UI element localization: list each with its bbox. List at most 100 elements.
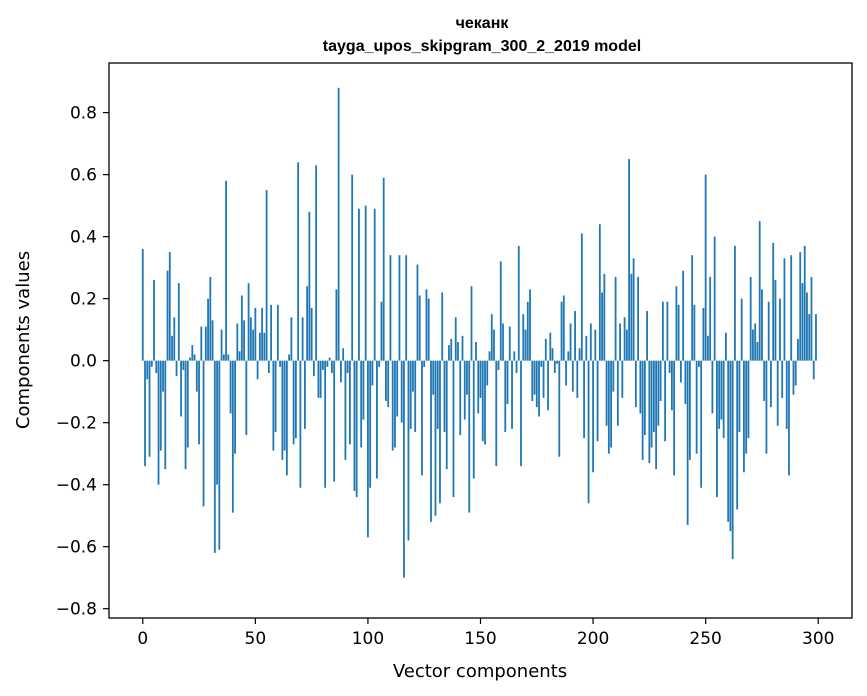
bar [184,360,187,470]
bar [256,360,259,380]
x-tick-label: 50 [245,629,267,649]
x-tick-label: 250 [689,629,721,649]
bar [333,360,336,482]
bar [173,317,176,361]
bar [263,332,266,361]
y-tick-label: 0.2 [70,290,97,310]
bar [576,360,579,398]
bar [227,354,230,361]
bar [515,360,518,374]
bar [646,311,649,361]
bar [810,276,813,361]
bar [749,276,752,361]
bar [168,252,171,361]
bar [623,317,626,361]
bar [720,360,723,420]
bar [490,314,493,361]
bar [153,280,155,361]
bar [207,298,209,361]
bar [157,360,160,485]
x-axis: 0 50 100 150 200 250 300 [137,618,834,649]
bar [504,360,507,432]
bars-group [141,87,817,578]
bar [693,304,696,361]
bar [328,357,331,361]
bar [405,255,408,361]
bar [299,360,302,488]
chart-title: чеканк [456,15,510,32]
bar [601,292,603,361]
bar [432,360,435,395]
bar [722,360,725,439]
bar [547,360,549,411]
bar [652,360,655,432]
x-tick-label: 200 [577,629,609,649]
bar [274,360,277,432]
bar [189,357,191,361]
bar [686,360,689,525]
bar [466,360,468,395]
bar [376,360,378,479]
bar [679,360,682,383]
bar [632,258,635,361]
bar [513,351,516,361]
x-tick-label: 300 [802,629,834,649]
bar [423,360,426,367]
bar [182,360,185,370]
bar [520,360,522,467]
bar [621,360,624,398]
bar [315,165,318,361]
bar [391,360,394,451]
y-tick-label: −0.2 [56,414,97,434]
bar [261,307,263,361]
bar [754,323,757,361]
bar [258,332,261,361]
y-tick-label: −0.4 [56,476,97,496]
bar [765,360,768,454]
bar [355,360,358,498]
bar [452,360,455,498]
y-tick-label: 0.6 [70,166,97,186]
bar [580,233,583,361]
bar [141,249,144,361]
bar [779,298,781,361]
bar [529,289,531,361]
bar [612,360,615,392]
bar [641,360,644,460]
bar [319,360,322,398]
bar [596,360,599,442]
bar [628,159,630,361]
bar [454,317,457,361]
bar [734,245,736,361]
bar [292,360,295,445]
bar [457,342,459,361]
bar [731,360,734,560]
bar [477,360,480,414]
bar [752,329,754,361]
bar [265,190,268,361]
bar [643,360,646,436]
plot-area-frame [108,62,853,619]
bar [312,360,315,377]
bar [229,360,232,414]
bar [220,329,223,361]
bar [216,360,218,485]
bar [603,273,606,361]
bar [747,360,750,439]
bar [781,360,784,398]
bar [812,360,815,380]
bar [578,348,581,361]
bar [445,360,448,470]
bar [245,360,248,436]
bar [598,224,601,361]
bar [198,360,200,445]
bar [342,348,345,361]
y-tick-label: 0.8 [70,104,97,124]
bar [427,298,430,361]
bar [234,360,236,454]
bar [407,360,410,541]
bar [337,87,340,361]
bar [610,360,612,448]
bar [225,180,227,361]
bar [783,258,786,361]
